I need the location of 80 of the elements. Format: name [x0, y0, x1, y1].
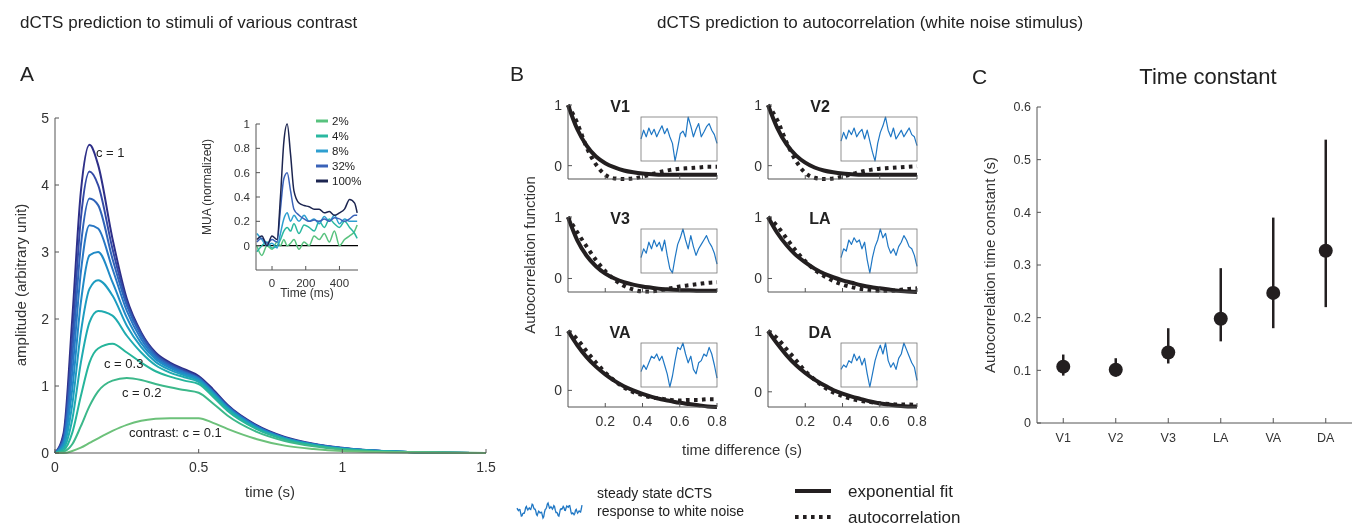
y-tick-label: 0.8: [234, 142, 250, 155]
x-tick-label: V1: [1055, 430, 1071, 445]
x-tick-label: 0.2: [795, 413, 816, 429]
y-tick-label: 0.2: [234, 215, 250, 228]
y-tick-label: 0: [243, 239, 250, 252]
y-tick-label: 1: [243, 118, 250, 131]
legend-label: 8%: [332, 145, 349, 158]
y-tick-label: 0: [41, 444, 50, 461]
x-tick-label: 400: [329, 276, 350, 289]
y-tick-label: 0.5: [1013, 153, 1032, 168]
x-axis-title: time (s): [245, 483, 295, 500]
y-tick-label: 0.2: [1013, 311, 1032, 326]
x-tick-label: LA: [1213, 430, 1230, 445]
text: A: [20, 62, 35, 85]
chart-title: dCTS prediction to stimuli of various contrast: [20, 13, 358, 32]
y-axis-title: MUA (normalized): [200, 138, 214, 236]
y-tick-label: 0: [554, 157, 563, 174]
x-tick-label: 0: [268, 276, 276, 289]
y-tick-label: 3: [41, 243, 50, 260]
x-tick-label: 0.8: [907, 413, 927, 429]
y-tick-label: 4: [41, 176, 50, 193]
y-tick-label: 2: [41, 310, 50, 327]
annotation: c = 0.3: [104, 356, 144, 371]
y-tick-label: 0.3: [1013, 258, 1032, 273]
x-tick-label: 0.5: [188, 459, 209, 475]
annotation: contrast: c = 0.1: [129, 425, 222, 440]
chart-title: DA: [808, 324, 832, 341]
y-tick-label: 5: [41, 109, 50, 126]
chart-title: Time constant: [1139, 64, 1277, 89]
x-tick-label: DA: [1317, 430, 1336, 445]
x-tick-label: 0.6: [670, 413, 690, 429]
annotation: c = 0.2: [122, 385, 162, 400]
x-tick-label: 0.6: [870, 413, 890, 429]
x-tick-label: 0.4: [632, 413, 653, 429]
annotation: c = 1: [96, 145, 125, 160]
y-tick-label: 1: [754, 208, 763, 225]
y-tick-label: 0.6: [234, 166, 250, 179]
y-tick-label: 1: [554, 322, 563, 339]
legend-label: 2%: [332, 115, 349, 128]
x-tick-label: 1.5: [476, 459, 496, 475]
x-tick-label: 0.8: [707, 413, 727, 429]
x-tick-label: V2: [1108, 430, 1124, 445]
y-tick-label: 0.1: [1013, 363, 1032, 378]
chart-title: LA: [809, 210, 832, 227]
y-tick-label: 1: [754, 322, 763, 339]
x-tick-label: 1: [338, 459, 347, 475]
chart-title: V2: [810, 98, 830, 115]
y-axis-title: amplitude (arbitrary unit): [12, 203, 29, 367]
chart-title: VA: [609, 324, 631, 341]
legend-label: 100%: [332, 175, 362, 188]
text: dCTS prediction to autocorrelation (white noise stimulus): [657, 13, 1084, 32]
y-tick-label: 0: [754, 383, 763, 400]
x-tick-label: 0.2: [595, 413, 616, 429]
x-tick-label: 200: [296, 276, 316, 289]
y-tick-label: 0: [754, 157, 763, 174]
x-tick-label: 0.4: [832, 413, 853, 429]
y-tick-label: 1: [554, 208, 563, 225]
chart-title: V1: [610, 98, 630, 115]
legend-label: 4%: [332, 130, 349, 143]
y-tick-label: 1: [41, 377, 50, 394]
chart-title: V3: [610, 210, 630, 227]
text: C: [972, 65, 988, 88]
legend-label: 32%: [332, 160, 356, 173]
y-tick-label: 0: [554, 382, 563, 399]
x-axis-title: Time (ms): [280, 286, 334, 300]
y-tick-label: 0.4: [1013, 205, 1032, 220]
y-tick-label: 1: [754, 96, 763, 113]
text: steady state dCTS response to white noise: [597, 485, 745, 519]
text: B: [510, 62, 525, 85]
y-tick-label: 0.6: [1013, 100, 1032, 115]
x-axis-title: time difference (s): [682, 441, 802, 458]
y-tick-label: 1: [554, 96, 563, 113]
x-tick-label: VA: [1265, 430, 1282, 445]
y-tick-label: 0.4: [234, 191, 251, 204]
legend-label: autocorrelation: [848, 507, 961, 525]
y-axis-title: Autocorrelation time constant (s): [981, 157, 998, 373]
y-axis-title: Autocorrelation function: [521, 176, 538, 334]
x-tick-label: V3: [1160, 430, 1176, 445]
legend-label: exponential fit: [848, 481, 954, 501]
x-tick-label: 0: [51, 459, 60, 475]
